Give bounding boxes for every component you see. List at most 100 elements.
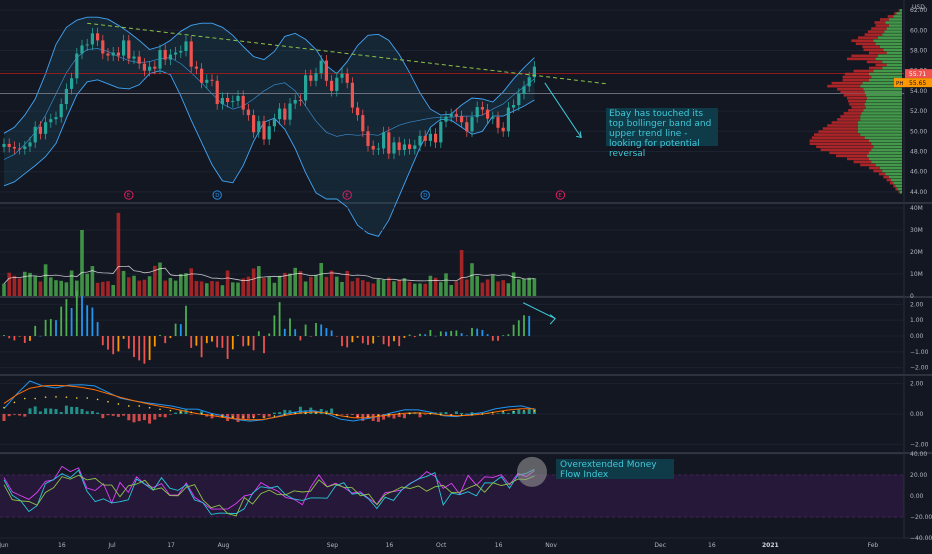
candle: [267, 126, 271, 140]
momentum-bar: [497, 336, 499, 341]
volume-profile-up: [882, 169, 902, 173]
macd-histogram-bar: [252, 414, 256, 418]
volume-profile-up: [893, 15, 902, 18]
macd-histogram-bar: [28, 408, 32, 414]
candle: [465, 122, 469, 132]
candle: [366, 131, 370, 146]
macd-histogram-bar: [33, 406, 37, 414]
volume-bar: [485, 279, 490, 296]
time-axis-label: Feb: [868, 542, 879, 549]
volume-profile-down: [816, 145, 874, 149]
macd-dot: [180, 411, 182, 414]
volume-profile-down: [853, 160, 872, 164]
event-marker-label: D: [215, 193, 219, 199]
last-price-tag-text: 55.71: [909, 71, 926, 78]
candle: [210, 79, 214, 81]
momentum-bar: [107, 336, 109, 350]
macd-dot: [232, 416, 234, 418]
momentum-bar: [289, 318, 291, 336]
macd-histogram-bar: [522, 411, 526, 414]
mfi-tick-label: 20.00: [910, 472, 927, 479]
volume-bar: [428, 275, 433, 296]
volume-profile-down: [842, 75, 872, 79]
last-price-tag: [905, 69, 932, 79]
macd-dot: [471, 413, 473, 416]
volume-profile-up: [891, 178, 902, 182]
volume-bar: [17, 278, 22, 296]
volume-profile-down: [869, 51, 887, 55]
volume-profile-up: [877, 54, 902, 58]
mfi-tick-label: −40.00: [910, 535, 932, 542]
volume-bar: [361, 280, 365, 296]
volume-bar: [251, 268, 256, 296]
macd-dot: [294, 412, 297, 415]
momentum-bar: [86, 305, 89, 336]
macd-tick-label: −2.00: [910, 441, 929, 448]
volume-bar: [506, 283, 511, 296]
volume-profile-up: [873, 145, 902, 149]
time-axis-label: Oct: [436, 542, 447, 549]
macd-dot: [242, 416, 244, 418]
candle: [475, 107, 479, 118]
macd-dot: [190, 411, 192, 414]
volume-bar: [319, 263, 323, 296]
candle: [428, 133, 432, 141]
volume-profile-down: [809, 139, 869, 142]
momentum-bar: [143, 336, 146, 364]
volume-profile-down: [886, 178, 891, 182]
macd-histogram-bar: [163, 414, 167, 418]
macd-histogram-bar: [423, 414, 427, 415]
volume-bar: [480, 282, 485, 296]
macd-dot: [367, 415, 369, 417]
volume-bar: [153, 265, 157, 296]
time-axis-label: Aug: [218, 542, 230, 549]
volume-bar: [439, 282, 443, 296]
macd-histogram-bar: [70, 406, 74, 414]
volume-bar: [95, 282, 100, 296]
volume-profile-up: [888, 175, 902, 179]
volume-profile-down: [875, 24, 889, 27]
momentum-bar: [122, 336, 125, 339]
price-tick-label: 54.00: [910, 88, 927, 95]
volume-bar: [80, 230, 84, 296]
volume-bar: [407, 281, 412, 296]
momentum-arrowhead: [549, 314, 556, 325]
volume-profile-up: [860, 118, 902, 121]
macd-histogram-bar: [54, 408, 58, 414]
momentum-bar: [216, 336, 219, 348]
volume-profile-down: [873, 169, 883, 173]
volume-bar: [199, 281, 204, 296]
candle: [418, 135, 422, 146]
volume-profile-up: [860, 115, 902, 118]
candle: [262, 121, 266, 140]
momentum-bar: [159, 334, 161, 336]
momentum-bar: [49, 319, 52, 336]
candle: [376, 148, 380, 150]
volume-profile-down: [874, 21, 886, 24]
volume-bar: [127, 277, 131, 296]
macd-dot: [273, 415, 276, 417]
volume-bar: [163, 280, 167, 296]
candle: [137, 56, 141, 64]
candle: [402, 144, 406, 150]
volume-profile-down: [895, 187, 898, 191]
momentum-bar: [387, 336, 390, 347]
macd-histogram-bar: [12, 414, 16, 415]
volume-profile-down: [893, 184, 896, 188]
macd-dot: [138, 405, 140, 407]
macd-histogram-bar: [470, 412, 474, 414]
volume-bar: [501, 280, 505, 296]
candle: [356, 107, 360, 116]
macd-histogram-bar: [278, 412, 282, 414]
price-tick-label: 60.00: [910, 27, 927, 34]
candle: [283, 108, 287, 120]
macd-histogram-bar: [350, 414, 354, 415]
momentum-bar: [164, 336, 167, 344]
candle: [413, 145, 417, 149]
candle: [439, 121, 443, 143]
momentum-bar: [44, 319, 47, 336]
volume-profile-down: [858, 36, 878, 39]
momentum-bar: [55, 320, 57, 336]
candle: [18, 148, 22, 150]
candle: [522, 86, 526, 94]
